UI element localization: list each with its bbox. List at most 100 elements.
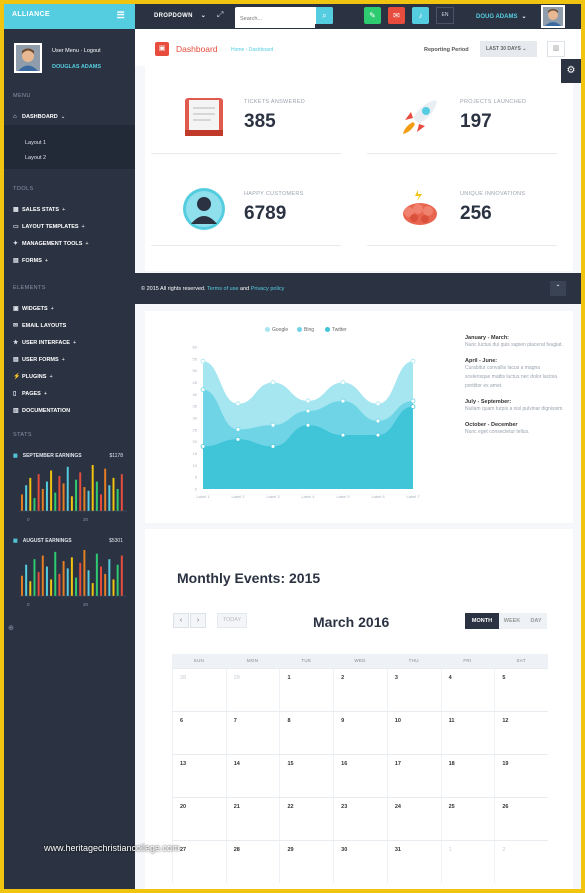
privacy-link[interactable]: Privacy policy — [250, 286, 285, 292]
top-user-menu[interactable]: DOUG ADAMS ⌄ — [476, 13, 526, 20]
calendar-day-cell[interactable]: 21 — [225, 798, 280, 840]
data-point[interactable] — [410, 398, 416, 404]
calendar-day-cell[interactable]: 17 — [386, 755, 441, 797]
calendar-day-cell[interactable]: 12 — [494, 712, 548, 754]
calendar-day-cell[interactable]: 9 — [333, 712, 387, 754]
sidebar-item-dashboard[interactable]: ⌂ DASHBOARD ⌄ — [13, 114, 65, 120]
data-point[interactable] — [375, 432, 381, 438]
calendar-day-cell[interactable]: 2 — [494, 841, 548, 883]
calendar-day-cell[interactable]: 4 — [440, 669, 495, 711]
sidebar-item-widgets[interactable]: ▣ WIDGETS + — [13, 305, 54, 312]
calendar-day-cell[interactable]: 2 — [333, 669, 387, 711]
calendar-day-cell[interactable]: 23 — [333, 798, 387, 840]
day-view-button[interactable]: DAY — [525, 613, 547, 629]
gear-icon[interactable]: ⚙ — [561, 59, 581, 83]
terms-link[interactable]: Terms of use — [207, 286, 239, 292]
sidebar-item-user-forms[interactable]: ▤ USER FORMS + — [13, 356, 65, 363]
brand-logo[interactable]: ALLIANCE ☰ — [4, 4, 135, 29]
calendar-day-cell[interactable]: 6 — [172, 712, 226, 754]
calendar-day-cell[interactable]: 29 — [225, 669, 280, 711]
avatar[interactable] — [14, 43, 42, 73]
calendar-day-cell[interactable]: 28 — [172, 669, 226, 711]
week-view-button[interactable]: WEEK — [499, 613, 525, 629]
sidebar-subitem-layout-2[interactable]: Layout 2 — [25, 155, 47, 161]
sidebar-item-documentation[interactable]: ▥ DOCUMENTATION — [13, 407, 70, 414]
calendar-day-cell[interactable]: 1 — [279, 669, 333, 711]
legend-google[interactable]: Google — [265, 327, 288, 333]
calendar-day-cell[interactable]: 3 — [386, 669, 441, 711]
today-button[interactable]: TODAY — [217, 613, 247, 628]
data-point[interactable] — [270, 422, 276, 428]
data-point[interactable] — [270, 380, 276, 385]
calendar-day-cell[interactable]: 31 — [386, 841, 441, 883]
sidebar-item-pages[interactable]: ▯ PAGES + — [13, 390, 47, 397]
calendar-day-cell[interactable]: 7 — [225, 712, 280, 754]
calendar-day-cell[interactable]: 14 — [225, 755, 280, 797]
data-point[interactable] — [305, 398, 311, 404]
hamburger-icon[interactable]: ☰ — [116, 10, 125, 20]
legend-twitter[interactable]: Twitter — [325, 327, 347, 333]
fullscreen-icon[interactable]: ⤢ — [217, 10, 224, 19]
mail-icon[interactable]: ✉ — [388, 7, 405, 24]
search-icon[interactable]: ⌕ — [316, 7, 333, 24]
data-point[interactable] — [200, 358, 206, 364]
calendar-day-cell[interactable]: 11 — [440, 712, 495, 754]
sidebar-item-user-interface[interactable]: ★ USER INTERFACE + — [13, 339, 76, 346]
user-menu-links[interactable]: User Menu · Logout — [52, 48, 101, 54]
calendar-day-cell[interactable]: 5 — [494, 669, 548, 711]
avatar[interactable] — [541, 5, 565, 28]
sidebar-item-forms[interactable]: ▤ FORMS + — [13, 257, 48, 264]
data-point[interactable] — [375, 401, 381, 407]
calendar-day-cell[interactable]: 30 — [333, 841, 387, 883]
sidebar-item-layout-templates[interactable]: ▭ LAYOUT TEMPLATES + — [13, 223, 85, 230]
language-selector[interactable]: EN — [436, 7, 454, 24]
calendar-day-cell[interactable]: 24 — [386, 798, 441, 840]
data-point[interactable] — [200, 387, 206, 392]
chevron-right-icon[interactable]: › — [190, 613, 206, 628]
data-point[interactable] — [200, 444, 206, 449]
sidebar-item-email-layouts[interactable]: ✉ EMAIL LAYOUTS — [13, 322, 66, 329]
period-dropdown[interactable]: LAST 30 DAYS ⌄ — [480, 41, 537, 57]
data-point[interactable] — [340, 432, 346, 438]
calendar-day-cell[interactable]: 15 — [279, 755, 333, 797]
calendar-day-cell[interactable]: 1 — [440, 841, 495, 883]
data-point[interactable] — [410, 404, 416, 410]
calendar-day-cell[interactable]: 25 — [440, 798, 495, 840]
bell-icon[interactable]: ♪ — [412, 7, 429, 24]
calendar-day-cell[interactable]: 10 — [386, 712, 441, 754]
search-input[interactable] — [235, 10, 315, 28]
data-point[interactable] — [270, 444, 276, 449]
calendar-day-cell[interactable]: 18 — [440, 755, 495, 797]
calendar-day-cell[interactable]: 27 — [172, 841, 226, 883]
calendar-day-cell[interactable]: 29 — [279, 841, 333, 883]
calendar-day-cell[interactable]: 26 — [494, 798, 548, 840]
calendar-day-cell[interactable]: 8 — [279, 712, 333, 754]
chevron-up-icon[interactable]: ⌃ — [550, 281, 566, 296]
data-point[interactable] — [235, 401, 241, 407]
sidebar-subitem-layout-1[interactable]: Layout 1 — [25, 140, 47, 146]
calendar-day-cell[interactable]: 13 — [172, 755, 226, 797]
sidebar-item-plugins[interactable]: ⚡ PLUGINS + — [13, 373, 53, 380]
calendar-day-cell[interactable]: 28 — [225, 841, 280, 883]
data-point[interactable] — [340, 398, 346, 404]
data-point[interactable] — [410, 358, 416, 364]
calendar-day-cell[interactable]: 16 — [333, 755, 387, 797]
calendar-day-cell[interactable]: 22 — [279, 798, 333, 840]
data-point[interactable] — [305, 422, 311, 428]
chevron-left-icon[interactable]: ‹ — [173, 613, 189, 628]
month-view-button[interactable]: MONTH — [465, 613, 499, 629]
calendar-day-cell[interactable]: 20 — [172, 798, 226, 840]
pencil-icon[interactable]: ✎ — [364, 7, 381, 24]
data-point[interactable] — [235, 426, 241, 432]
sidebar-item-management-tools[interactable]: ✦ MANAGEMENT TOOLS + — [13, 240, 89, 247]
data-point[interactable] — [235, 436, 241, 442]
sidebar-item-sales-stats[interactable]: ▦ SALES STATS + — [13, 206, 65, 213]
chart-toggle-icon[interactable]: ▥ — [547, 41, 565, 57]
breadcrumb[interactable]: Home › Dashboard — [231, 47, 274, 53]
dropdown-menu[interactable]: DROPDOWN ⌄ — [154, 12, 206, 19]
collapse-sidebar-icon[interactable]: ⊕ — [8, 625, 14, 632]
calendar-day-cell[interactable]: 19 — [494, 755, 548, 797]
legend-bing[interactable]: Bing — [297, 327, 314, 333]
data-point[interactable] — [375, 418, 381, 424]
data-point[interactable] — [340, 380, 346, 385]
